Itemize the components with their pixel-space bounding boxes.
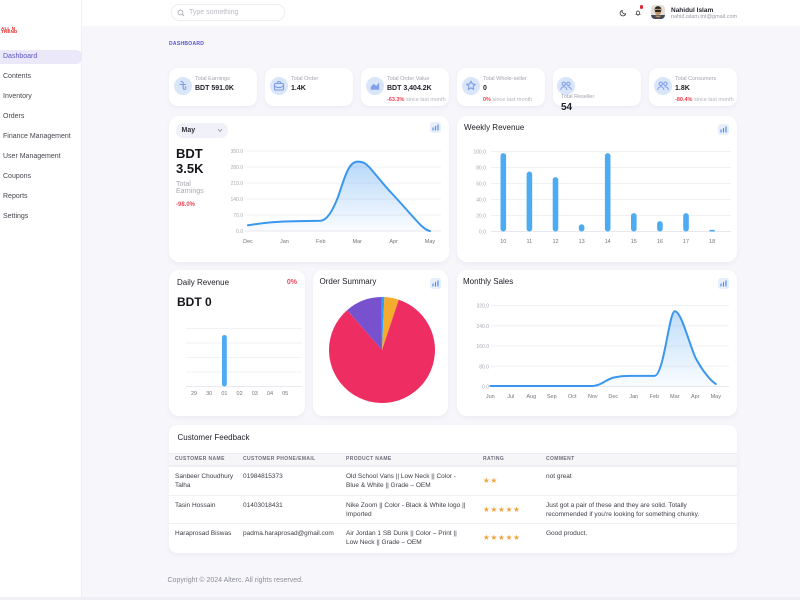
svg-text:16: 16 bbox=[657, 239, 663, 245]
svg-text:Nov: Nov bbox=[588, 394, 598, 400]
svg-text:01: 01 bbox=[221, 391, 227, 397]
svg-text:Jun: Jun bbox=[486, 394, 495, 400]
svg-text:Aug: Aug bbox=[526, 394, 536, 400]
svg-text:160.0: 160.0 bbox=[476, 344, 489, 350]
svg-text:0.0: 0.0 bbox=[482, 385, 489, 391]
svg-text:320.0: 320.0 bbox=[476, 304, 489, 310]
svg-text:100.0: 100.0 bbox=[473, 150, 486, 156]
svg-text:140.0: 140.0 bbox=[231, 197, 243, 203]
svg-text:0.0: 0.0 bbox=[236, 229, 243, 235]
svg-text:10: 10 bbox=[500, 239, 506, 245]
svg-text:80.0: 80.0 bbox=[479, 364, 489, 370]
svg-text:Jul: Jul bbox=[507, 394, 514, 400]
svg-text:May: May bbox=[425, 239, 436, 245]
svg-text:12: 12 bbox=[552, 239, 558, 245]
svg-text:17: 17 bbox=[683, 239, 689, 245]
svg-text:29: 29 bbox=[191, 391, 197, 397]
svg-text:Apr: Apr bbox=[389, 239, 398, 245]
svg-text:Dec: Dec bbox=[243, 239, 253, 245]
svg-text:11: 11 bbox=[527, 239, 533, 245]
svg-text:40.0: 40.0 bbox=[476, 198, 486, 204]
svg-text:Feb: Feb bbox=[316, 239, 325, 245]
svg-text:Mar: Mar bbox=[670, 394, 680, 400]
svg-text:Jan: Jan bbox=[280, 239, 289, 245]
svg-text:Oct: Oct bbox=[568, 394, 577, 400]
svg-text:03: 03 bbox=[252, 391, 258, 397]
svg-text:30: 30 bbox=[206, 391, 212, 397]
svg-text:Feb: Feb bbox=[650, 394, 659, 400]
svg-text:04: 04 bbox=[267, 391, 273, 397]
svg-text:350.0: 350.0 bbox=[231, 149, 243, 155]
svg-text:80.0: 80.0 bbox=[476, 166, 486, 172]
svg-text:02: 02 bbox=[237, 391, 243, 397]
svg-text:14: 14 bbox=[605, 239, 611, 245]
svg-text:20.0: 20.0 bbox=[476, 214, 486, 220]
svg-text:18: 18 bbox=[709, 239, 715, 245]
svg-text:280.0: 280.0 bbox=[231, 165, 243, 171]
svg-text:60.0: 60.0 bbox=[476, 182, 486, 188]
svg-text:May: May bbox=[711, 394, 722, 400]
svg-text:Apr: Apr bbox=[691, 394, 700, 400]
svg-text:0.0: 0.0 bbox=[479, 230, 486, 236]
svg-text:15: 15 bbox=[631, 239, 637, 245]
svg-text:240.0: 240.0 bbox=[476, 324, 489, 330]
svg-text:210.0: 210.0 bbox=[231, 181, 243, 187]
svg-text:05: 05 bbox=[282, 391, 288, 397]
svg-text:13: 13 bbox=[579, 239, 585, 245]
svg-text:Sep: Sep bbox=[547, 394, 557, 400]
svg-text:Dec: Dec bbox=[608, 394, 618, 400]
svg-text:Mar: Mar bbox=[352, 239, 362, 245]
svg-text:Jan: Jan bbox=[629, 394, 638, 400]
svg-text:70.0: 70.0 bbox=[233, 213, 243, 219]
